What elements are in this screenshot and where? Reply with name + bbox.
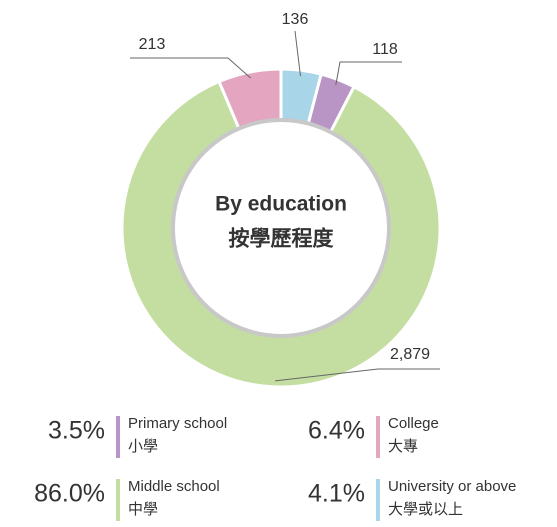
value-label: 118: [372, 41, 398, 58]
center-title: By education: [215, 193, 347, 216]
legend-label-zh: 中學: [128, 500, 158, 518]
legend-swatch: [116, 479, 120, 521]
leader-line: [294, 30, 301, 77]
legend-swatch: [376, 416, 380, 458]
legend-percentage: 3.5%: [48, 417, 105, 445]
value-label: 213: [139, 36, 166, 53]
legend-swatch: [376, 479, 380, 521]
legend-label-zh: 大專: [388, 438, 418, 455]
legend-swatch: [116, 416, 120, 458]
legend-percentage: 4.1%: [308, 480, 365, 508]
value-label: 2,879: [390, 346, 430, 363]
legend-label-zh: 小學: [128, 437, 158, 455]
legend-label: Middle school: [128, 478, 220, 495]
legend-percentage: 6.4%: [308, 417, 365, 445]
legend-percentage: 86.0%: [34, 480, 105, 508]
leader-line: [275, 368, 440, 382]
legend-label-zh: 大學或以上: [388, 500, 463, 518]
center-subtitle: 按學歷程度: [229, 227, 334, 251]
legend-label: Primary school: [128, 415, 227, 432]
leader-line: [335, 61, 402, 86]
legend-label: University or above: [388, 478, 516, 495]
value-label: 136: [282, 11, 309, 28]
leader-line: [130, 57, 251, 79]
legend-label: College: [388, 415, 439, 432]
center-ring: [171, 118, 391, 338]
